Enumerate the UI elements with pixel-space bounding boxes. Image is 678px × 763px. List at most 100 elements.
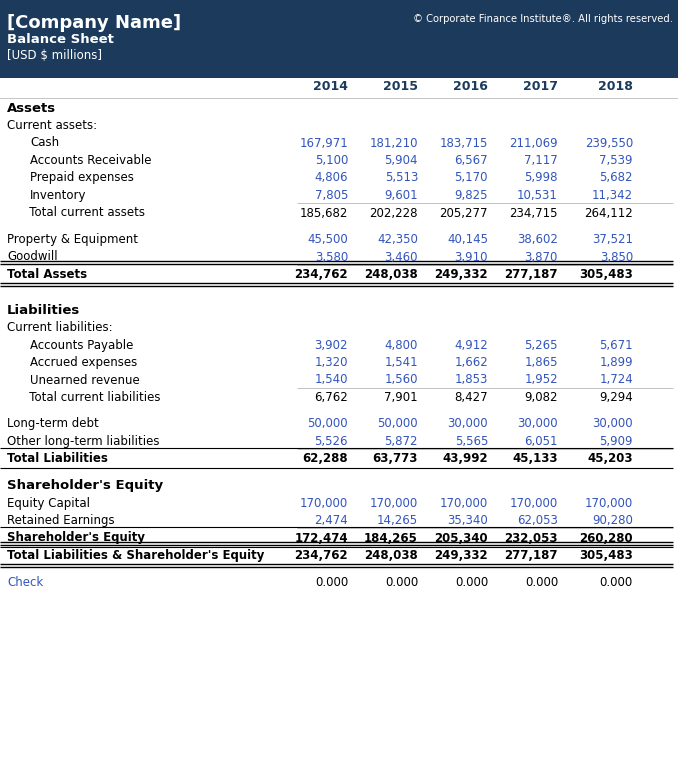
Text: 35,340: 35,340: [447, 514, 488, 527]
Text: 3,580: 3,580: [315, 250, 348, 263]
Text: 10,531: 10,531: [517, 189, 558, 202]
Text: 30,000: 30,000: [517, 417, 558, 430]
Text: 211,069: 211,069: [509, 137, 558, 150]
Text: 8,427: 8,427: [454, 391, 488, 404]
Text: Current liabilities:: Current liabilities:: [7, 321, 113, 334]
Text: Goodwill: Goodwill: [7, 250, 58, 263]
Text: 2,474: 2,474: [314, 514, 348, 527]
Text: Accrued expenses: Accrued expenses: [30, 356, 137, 369]
Text: 43,992: 43,992: [442, 452, 488, 465]
Text: 5,682: 5,682: [599, 172, 633, 185]
Text: 170,000: 170,000: [510, 497, 558, 510]
Text: 1,320: 1,320: [315, 356, 348, 369]
Text: [USD $ millions]: [USD $ millions]: [7, 49, 102, 62]
Text: 184,265: 184,265: [364, 532, 418, 545]
Text: 1,952: 1,952: [524, 374, 558, 387]
Text: 5,904: 5,904: [384, 154, 418, 167]
Text: 181,210: 181,210: [370, 137, 418, 150]
Text: 170,000: 170,000: [584, 497, 633, 510]
Text: 234,762: 234,762: [294, 268, 348, 281]
Text: 30,000: 30,000: [447, 417, 488, 430]
Text: Total current liabilities: Total current liabilities: [18, 391, 161, 404]
Text: 260,280: 260,280: [580, 532, 633, 545]
Text: Total Liabilities: Total Liabilities: [7, 452, 108, 465]
Text: 62,053: 62,053: [517, 514, 558, 527]
Text: 6,567: 6,567: [454, 154, 488, 167]
Text: 202,228: 202,228: [370, 207, 418, 220]
Text: 50,000: 50,000: [378, 417, 418, 430]
Bar: [0, 0, 678, 78]
Text: 40,145: 40,145: [447, 233, 488, 246]
Text: 5,671: 5,671: [599, 339, 633, 352]
Text: 170,000: 170,000: [370, 497, 418, 510]
Text: 45,203: 45,203: [588, 452, 633, 465]
Text: 38,602: 38,602: [517, 233, 558, 246]
Text: 234,762: 234,762: [294, 549, 348, 562]
Text: 1,560: 1,560: [384, 374, 418, 387]
Text: 37,521: 37,521: [592, 233, 633, 246]
Text: 5,100: 5,100: [315, 154, 348, 167]
Text: Shareholder's Equity: Shareholder's Equity: [7, 479, 163, 492]
Text: 9,825: 9,825: [454, 189, 488, 202]
Text: 183,715: 183,715: [439, 137, 488, 150]
Text: Property & Equipment: Property & Equipment: [7, 233, 138, 246]
Text: 249,332: 249,332: [435, 549, 488, 562]
Text: Retained Earnings: Retained Earnings: [7, 514, 115, 527]
Text: 305,483: 305,483: [579, 549, 633, 562]
Text: 2017: 2017: [523, 80, 558, 93]
Text: Long-term debt: Long-term debt: [7, 417, 99, 430]
Text: 9,082: 9,082: [525, 391, 558, 404]
Text: 264,112: 264,112: [584, 207, 633, 220]
Text: Assets: Assets: [7, 101, 56, 114]
Text: 90,280: 90,280: [592, 514, 633, 527]
Text: 185,682: 185,682: [300, 207, 348, 220]
Text: Equity Capital: Equity Capital: [7, 497, 90, 510]
Text: Shareholder's Equity: Shareholder's Equity: [7, 532, 145, 545]
Text: 1,853: 1,853: [455, 374, 488, 387]
Text: 7,117: 7,117: [524, 154, 558, 167]
Text: 5,872: 5,872: [384, 435, 418, 448]
Text: 9,294: 9,294: [599, 391, 633, 404]
Text: Current assets:: Current assets:: [7, 119, 97, 132]
Text: 1,662: 1,662: [454, 356, 488, 369]
Text: 248,038: 248,038: [364, 268, 418, 281]
Text: [Company Name]: [Company Name]: [7, 14, 181, 32]
Text: 1,865: 1,865: [525, 356, 558, 369]
Text: 0.000: 0.000: [600, 575, 633, 588]
Text: 7,805: 7,805: [315, 189, 348, 202]
Text: 3,850: 3,850: [600, 250, 633, 263]
Text: 5,526: 5,526: [315, 435, 348, 448]
Text: 1,540: 1,540: [315, 374, 348, 387]
Text: 0.000: 0.000: [384, 575, 418, 588]
Text: 5,513: 5,513: [384, 172, 418, 185]
Text: 277,187: 277,187: [504, 549, 558, 562]
Text: 2015: 2015: [383, 80, 418, 93]
Text: Inventory: Inventory: [30, 189, 87, 202]
Text: 4,912: 4,912: [454, 339, 488, 352]
Text: 45,500: 45,500: [307, 233, 348, 246]
Text: 1,541: 1,541: [384, 356, 418, 369]
Text: 6,762: 6,762: [314, 391, 348, 404]
Text: 7,901: 7,901: [384, 391, 418, 404]
Text: Unearned revenue: Unearned revenue: [30, 374, 140, 387]
Text: 30,000: 30,000: [593, 417, 633, 430]
Text: 170,000: 170,000: [300, 497, 348, 510]
Text: 0.000: 0.000: [455, 575, 488, 588]
Text: 62,288: 62,288: [302, 452, 348, 465]
Text: 45,133: 45,133: [513, 452, 558, 465]
Text: Total current assets: Total current assets: [18, 207, 145, 220]
Text: 1,899: 1,899: [599, 356, 633, 369]
Text: 2018: 2018: [598, 80, 633, 93]
Text: 305,483: 305,483: [579, 268, 633, 281]
Text: 14,265: 14,265: [377, 514, 418, 527]
Text: 239,550: 239,550: [584, 137, 633, 150]
Text: Liabilities: Liabilities: [7, 304, 80, 317]
Text: 3,910: 3,910: [454, 250, 488, 263]
Text: 4,806: 4,806: [315, 172, 348, 185]
Text: 2016: 2016: [453, 80, 488, 93]
Text: 5,170: 5,170: [454, 172, 488, 185]
Text: 5,909: 5,909: [599, 435, 633, 448]
Text: 249,332: 249,332: [435, 268, 488, 281]
Text: 7,539: 7,539: [599, 154, 633, 167]
Text: Total Assets: Total Assets: [7, 268, 87, 281]
